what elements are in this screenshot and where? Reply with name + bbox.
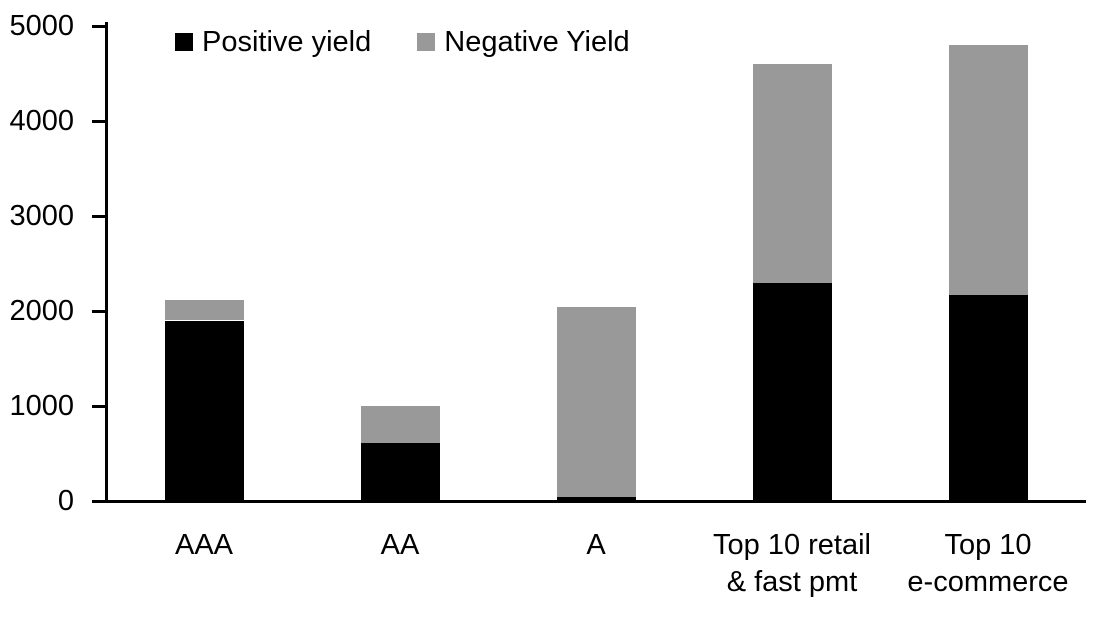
bar-segment-negative-yield [556, 307, 636, 498]
y-tick-mark [92, 214, 105, 218]
positive-yield-swatch-icon [175, 33, 193, 51]
negative-yield-swatch-icon [417, 33, 436, 51]
y-tick-label: 1000 [9, 390, 74, 422]
bar-segment-positive-yield [164, 320, 244, 501]
y-tick-label: 0 [57, 485, 74, 517]
y-tick-label: 2000 [9, 295, 74, 327]
bar-segment-positive-yield [360, 443, 440, 501]
x-category-label: A [586, 529, 606, 561]
x-category-label: Top 10 e-commerce [907, 529, 1069, 598]
x-category-label: AA [380, 529, 420, 561]
legend: Positive yield Negative Yield [175, 24, 630, 60]
bar-segment-negative-yield [752, 64, 832, 283]
y-tick-label: 3000 [9, 200, 74, 232]
bar-segment-positive-yield [752, 282, 832, 501]
y-axis [105, 22, 108, 503]
bar-segment-negative-yield [164, 299, 244, 321]
y-tick-mark [92, 499, 105, 503]
x-category-label: Top 10 retail & fast pmt [713, 529, 871, 598]
y-tick-label: 5000 [9, 10, 74, 42]
x-category-label: AAA [174, 529, 234, 561]
bar-segment-positive-yield [556, 497, 636, 501]
legend-label-positive-yield: Positive yield [202, 26, 372, 58]
bar-segment-negative-yield [948, 45, 1028, 295]
legend-label-negative-yield: Negative Yield [444, 26, 630, 58]
x-axis [105, 500, 1086, 503]
bar-segment-negative-yield [360, 406, 440, 444]
y-tick-mark [92, 24, 105, 28]
y-tick-mark [92, 404, 105, 408]
y-tick-label: 4000 [9, 105, 74, 137]
legend-item-positive-yield: Positive yield [175, 24, 371, 60]
bar-segment-positive-yield [948, 294, 1028, 501]
y-tick-mark [92, 119, 105, 123]
legend-item-negative-yield: Negative Yield [417, 24, 630, 60]
y-tick-mark [92, 309, 105, 313]
